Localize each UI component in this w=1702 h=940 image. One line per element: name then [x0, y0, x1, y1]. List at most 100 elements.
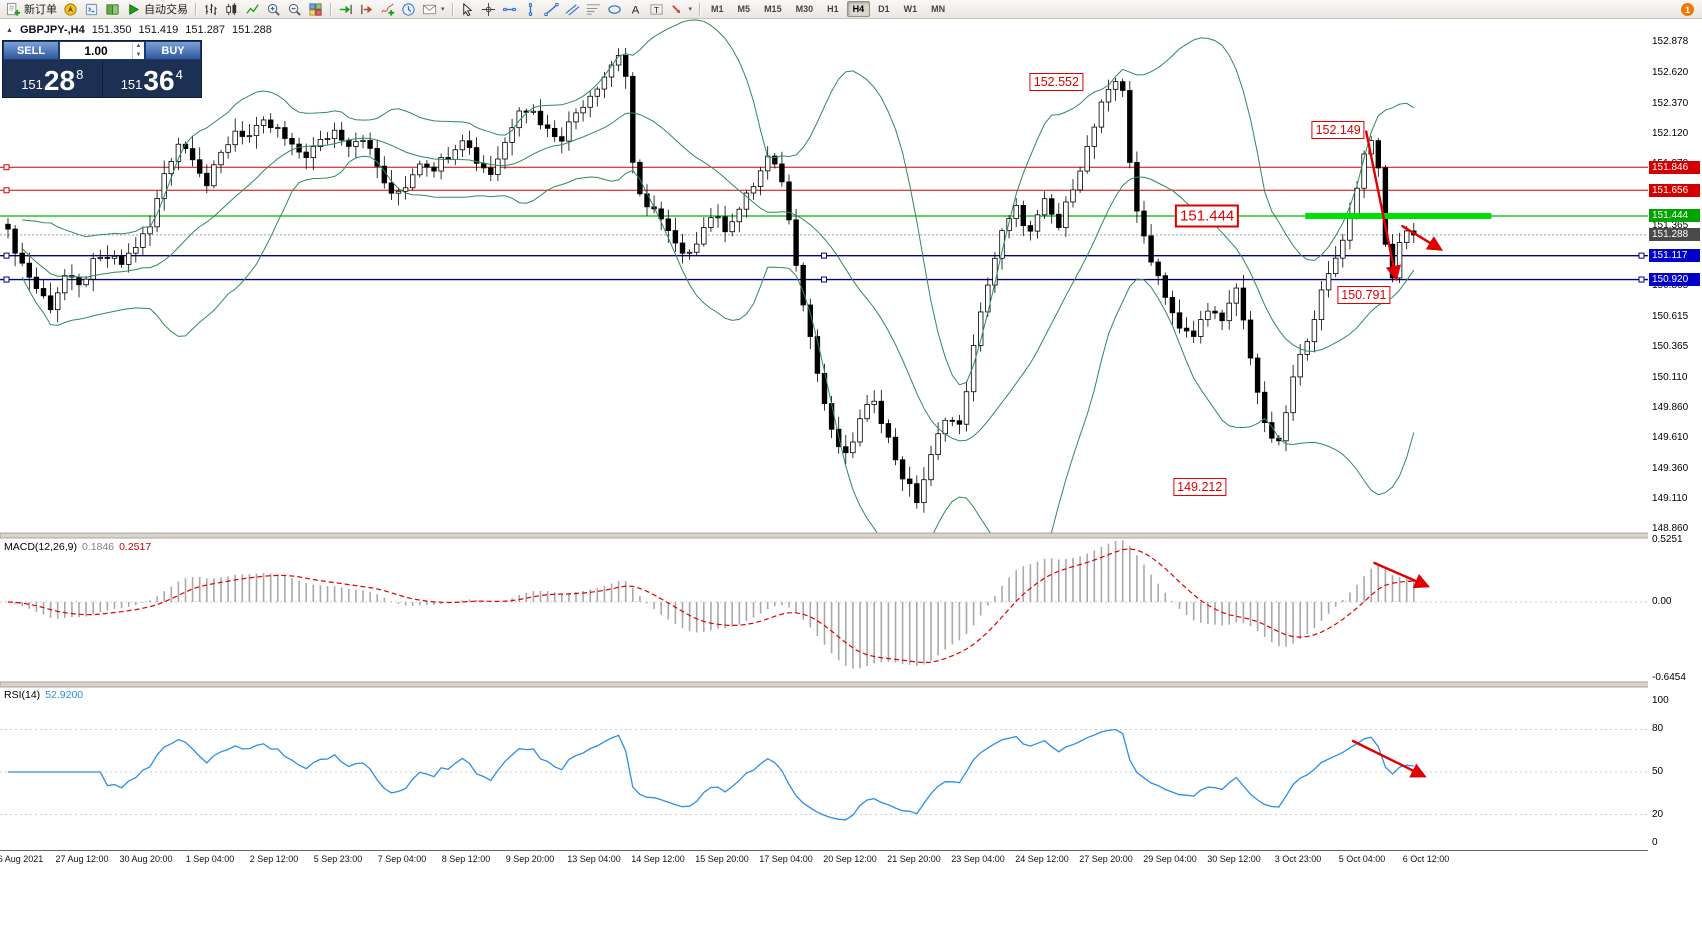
- auto-trading-button[interactable]: 自动交易: [123, 1, 191, 18]
- panel-splitter[interactable]: [0, 532, 1702, 539]
- price-tick: 149.360: [1652, 462, 1689, 474]
- timeframe-m30-button[interactable]: M30: [795, 4, 814, 14]
- rsi-name: RSI(14): [4, 689, 41, 701]
- price-callout[interactable]: 152.149: [1311, 121, 1365, 140]
- new-order-button[interactable]: 新订单: [3, 1, 60, 18]
- price-callout[interactable]: 149.212: [1173, 477, 1227, 496]
- trend-arrow[interactable]: [1351, 739, 1427, 778]
- time-label: 24 Sep 12:00: [1015, 854, 1069, 864]
- macd-value-main: 0.1846: [81, 541, 115, 553]
- timeframe-m1-button[interactable]: M1: [711, 4, 724, 14]
- chart-shift-button[interactable]: [356, 1, 377, 18]
- zoom-in-button[interactable]: [263, 1, 284, 18]
- arrows-tool-button[interactable]: ▾: [667, 1, 696, 18]
- candlestick-mode-button[interactable]: [221, 1, 242, 18]
- price-axis[interactable]: 152.878152.620152.370152.120151.870151.6…: [1648, 19, 1702, 870]
- ask-price[interactable]: 151 36 4: [103, 60, 202, 97]
- timeframe-m15-button[interactable]: M15: [764, 4, 782, 14]
- bid-big: 28: [43, 65, 76, 96]
- macd-scale-tick: 0.00: [1652, 596, 1672, 607]
- time-label: 5 Oct 04:00: [1338, 854, 1386, 864]
- time-label: 7 Sep 04:00: [377, 854, 427, 864]
- bid-sup: 8: [76, 67, 84, 82]
- ask-big: 36: [143, 65, 175, 96]
- market-watch-button[interactable]: [60, 1, 81, 18]
- time-label: 27 Aug 12:00: [55, 854, 109, 864]
- indicators-list-button[interactable]: [377, 1, 398, 18]
- fib-icon: [586, 2, 601, 17]
- thick-green-level[interactable]: [1305, 213, 1492, 219]
- sell-button[interactable]: SELL: [3, 41, 59, 60]
- volume-input[interactable]: 1.00 ▲ ▼: [59, 41, 145, 60]
- ohlc-icon: [203, 2, 218, 17]
- trend-arrow[interactable]: [1373, 561, 1431, 589]
- scripts-button[interactable]: [81, 1, 102, 18]
- label-icon: [649, 2, 664, 17]
- timeframe-w1-button[interactable]: W1: [903, 4, 918, 14]
- price-callout[interactable]: 151.444: [1175, 204, 1240, 228]
- price-callout[interactable]: 152.552: [1029, 72, 1083, 91]
- auto-trading-label: 自动交易: [144, 4, 188, 16]
- main-chart-pane[interactable]: [0, 19, 1648, 574]
- timeframe-h4-button[interactable]: H4: [846, 1, 871, 17]
- toolbar-separator: [195, 2, 196, 16]
- bid-price[interactable]: 151 28 8: [3, 60, 103, 97]
- shapes-tool-button[interactable]: [604, 1, 625, 18]
- text-label-tool-button[interactable]: [646, 1, 667, 18]
- zoom-out-button[interactable]: [284, 1, 305, 18]
- chart-canvas[interactable]: [0, 19, 1702, 870]
- panel-splitter[interactable]: [0, 681, 1702, 688]
- time-label: 20 Sep 12:00: [823, 854, 877, 864]
- price-tick: 149.110: [1652, 493, 1688, 505]
- periods-button[interactable]: [398, 1, 419, 18]
- channel-tool-button[interactable]: [562, 1, 583, 18]
- price-callout[interactable]: 150.791: [1337, 286, 1391, 305]
- time-label: 6 Oct 12:00: [1402, 854, 1450, 864]
- timeframe-d1-button[interactable]: D1: [878, 4, 890, 14]
- price-tick: 152.370: [1652, 97, 1689, 109]
- bollinger-band: [21, 155, 1415, 535]
- price-tick: 151.365: [1652, 219, 1689, 231]
- new-order-label: 新订单: [24, 4, 57, 16]
- bar-chart-mode-button[interactable]: [200, 1, 221, 18]
- clock-icon: [401, 2, 416, 17]
- time-axis[interactable]: 26 Aug 2021 27 Aug 12:00 30 Aug 20:00 1 Sep…: [0, 851, 1702, 870]
- fibonacci-tool-button[interactable]: [583, 1, 604, 18]
- macd-signal-line: [7, 548, 1414, 664]
- template-icon: [422, 2, 437, 17]
- horizontal-line-tool-button[interactable]: [499, 1, 520, 18]
- data-window-button[interactable]: [102, 1, 123, 18]
- timeframe-mn-button[interactable]: MN: [931, 4, 946, 14]
- linechart-icon: [245, 2, 260, 17]
- volume-value[interactable]: 1.00: [84, 43, 108, 58]
- trend-arrow[interactable]: [1401, 224, 1444, 251]
- candles: [5, 47, 1417, 513]
- time-label: 14 Sep 12:00: [631, 854, 685, 864]
- volume-spinner[interactable]: ▲ ▼: [132, 42, 144, 59]
- buy-button[interactable]: BUY: [145, 41, 201, 60]
- trend-arrow[interactable]: [1364, 130, 1402, 282]
- trendline-tool-button[interactable]: [541, 1, 562, 18]
- tile-windows-button[interactable]: [305, 1, 326, 18]
- quote-high: 151.419: [138, 24, 179, 36]
- line-chart-mode-button[interactable]: [242, 1, 263, 18]
- volume-up-icon[interactable]: ▲: [135, 43, 142, 50]
- text-tool-button[interactable]: [625, 1, 646, 18]
- time-label: 1 Sep 04:00: [185, 854, 235, 864]
- time-label: 15 Sep 20:00: [695, 854, 749, 864]
- chart-workspace[interactable]: ▲ GBPJPY-,H4 151.350 151.419 151.287 151…: [0, 19, 1702, 870]
- notification-badge[interactable]: 1: [1681, 3, 1694, 16]
- vertical-line-tool-button[interactable]: [520, 1, 541, 18]
- timeframe-m5-button[interactable]: M5: [737, 4, 751, 14]
- timeframe-h1-button[interactable]: H1: [827, 4, 839, 14]
- crosshair-tool-button[interactable]: [478, 1, 499, 18]
- price-tick: 150.615: [1652, 310, 1689, 322]
- time-label: 8 Sep 12:00: [441, 854, 491, 864]
- cursor-tool-button[interactable]: [457, 1, 478, 18]
- text-icon: [628, 2, 643, 17]
- volume-down-icon[interactable]: ▼: [135, 51, 142, 58]
- compass-icon: [63, 2, 78, 17]
- templates-button[interactable]: ▾: [419, 1, 448, 18]
- auto-scroll-button[interactable]: [335, 1, 356, 18]
